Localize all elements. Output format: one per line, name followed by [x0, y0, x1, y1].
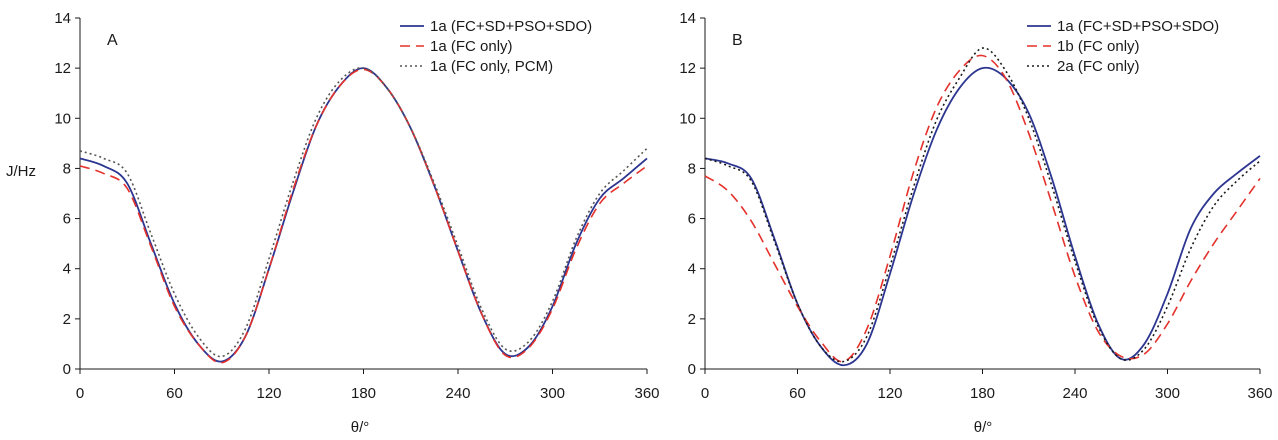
panel-label-a: A — [107, 32, 118, 49]
legend-b: 1a (FC+SD+PSO+SDO) 1b (FC only) 2a (FC onl… — [1027, 18, 1219, 75]
y-tick-label-b: 2 — [688, 311, 696, 328]
legend-label-a-1: 1a (FC+SD+PSO+SDO) — [430, 18, 592, 35]
y-tick-label-a: 6 — [63, 211, 71, 228]
x-tick-label-b: 120 — [877, 385, 902, 402]
x-tick-label-a: 180 — [351, 385, 376, 402]
y-tick-label-b: 12 — [679, 60, 696, 77]
y-tick-label-a: 14 — [54, 10, 71, 27]
y-tick-label-b: 10 — [679, 110, 696, 127]
x-axis-label-b: θ/° — [974, 419, 993, 436]
legend-a: 1a (FC+SD+PSO+SDO) 1a (FC only) 1a (FC onl… — [400, 18, 592, 75]
x-tick-label-a: 0 — [76, 385, 84, 402]
series-line-b-2 — [704, 54, 1261, 363]
series-line-a-2 — [79, 68, 648, 364]
y-tick-label-a: 10 — [54, 110, 71, 127]
x-tick-label-a: 360 — [634, 385, 659, 402]
x-tick-label-b: 0 — [701, 385, 709, 402]
legend-label-b-3: 2a (FC only) — [1057, 58, 1140, 75]
y-tick-label-b: 14 — [679, 10, 696, 27]
y-tick-label-a: 8 — [63, 160, 71, 177]
y-axis-label: J/Hz — [6, 163, 36, 180]
series-line-a-3 — [79, 67, 648, 358]
panel-a: 0 2 4 6 8 10 12 14 0 60 120 180 240 300 360 A 1a (FC+SD+… — [54, 10, 659, 402]
x-tick-label-b: 300 — [1155, 385, 1180, 402]
x-tick-label-b: 240 — [1062, 385, 1087, 402]
x-tick-label-a: 120 — [256, 385, 281, 402]
y-tick-label-b: 8 — [688, 160, 696, 177]
x-tick-label-b: 360 — [1247, 385, 1272, 402]
y-tick-label-a: 4 — [63, 261, 71, 278]
y-tick-label-b: 0 — [688, 361, 696, 378]
x-tick-label-b: 60 — [789, 385, 806, 402]
y-tick-label-b: 4 — [688, 261, 696, 278]
panel-b: 0 2 4 6 8 10 12 14 0 60 120 180 240 300 360 B 1a (FC+SD+… — [679, 10, 1272, 402]
y-tick-label-a: 12 — [54, 60, 71, 77]
x-tick-label-a: 60 — [166, 385, 183, 402]
x-axis-label-a: θ/° — [351, 419, 370, 436]
legend-label-a-2: 1a (FC only) — [430, 38, 513, 55]
x-tick-label-a: 240 — [445, 385, 470, 402]
panel-label-b: B — [732, 32, 743, 49]
series-line-b-1 — [704, 66, 1261, 367]
series-line-b-3 — [704, 47, 1261, 363]
y-tick-label-b: 6 — [688, 211, 696, 228]
legend-label-b-2: 1b (FC only) — [1057, 38, 1140, 55]
y-tick-label-a: 0 — [63, 361, 71, 378]
x-tick-label-b: 180 — [970, 385, 995, 402]
x-tick-label-a: 300 — [540, 385, 565, 402]
series-line-a-1 — [79, 67, 648, 363]
y-tick-label-a: 2 — [63, 311, 71, 328]
legend-label-a-3: 1a (FC only, PCM) — [430, 58, 553, 75]
legend-label-b-1: 1a (FC+SD+PSO+SDO) — [1057, 18, 1219, 35]
